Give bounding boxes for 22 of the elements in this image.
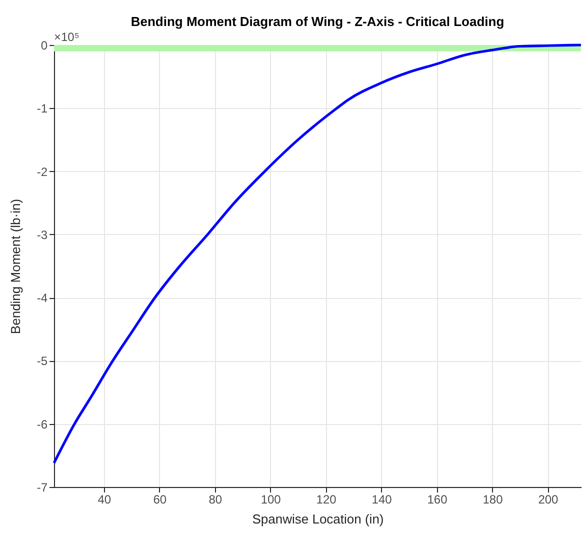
x-tick-label: 80 bbox=[208, 492, 222, 506]
y-tick-label: -6 bbox=[36, 417, 48, 432]
x-tick-label: 40 bbox=[98, 492, 112, 506]
y-axis-title: Bending Moment (lb·in) bbox=[8, 198, 23, 334]
y-tick-label: -7 bbox=[36, 480, 48, 494]
y-tick-label: -5 bbox=[36, 354, 48, 368]
chart-title: Bending Moment Diagram of Wing - Z-Axis - Critical Loading bbox=[130, 14, 504, 29]
x-tick-label: 180 bbox=[482, 492, 504, 506]
y-tick-label: 0 bbox=[40, 38, 48, 52]
y-tick-label: -1 bbox=[36, 102, 48, 116]
x-tick-label: 120 bbox=[316, 492, 337, 506]
y-tick-label: -2 bbox=[36, 164, 48, 179]
x-axis-title: Spanwise Location (in) bbox=[252, 512, 384, 526]
y-tick-label: -4 bbox=[36, 291, 48, 306]
line-series bbox=[52, 44, 582, 464]
x-tick-label: 200 bbox=[538, 492, 559, 506]
x-tick-label: 140 bbox=[372, 492, 392, 506]
text: ×10⁵ bbox=[54, 30, 80, 44]
x-tick-label: 100 bbox=[260, 492, 282, 506]
x-tick-label: 160 bbox=[427, 492, 448, 506]
x-tick-label: 60 bbox=[153, 492, 167, 506]
y-tick-label: -3 bbox=[36, 228, 48, 242]
